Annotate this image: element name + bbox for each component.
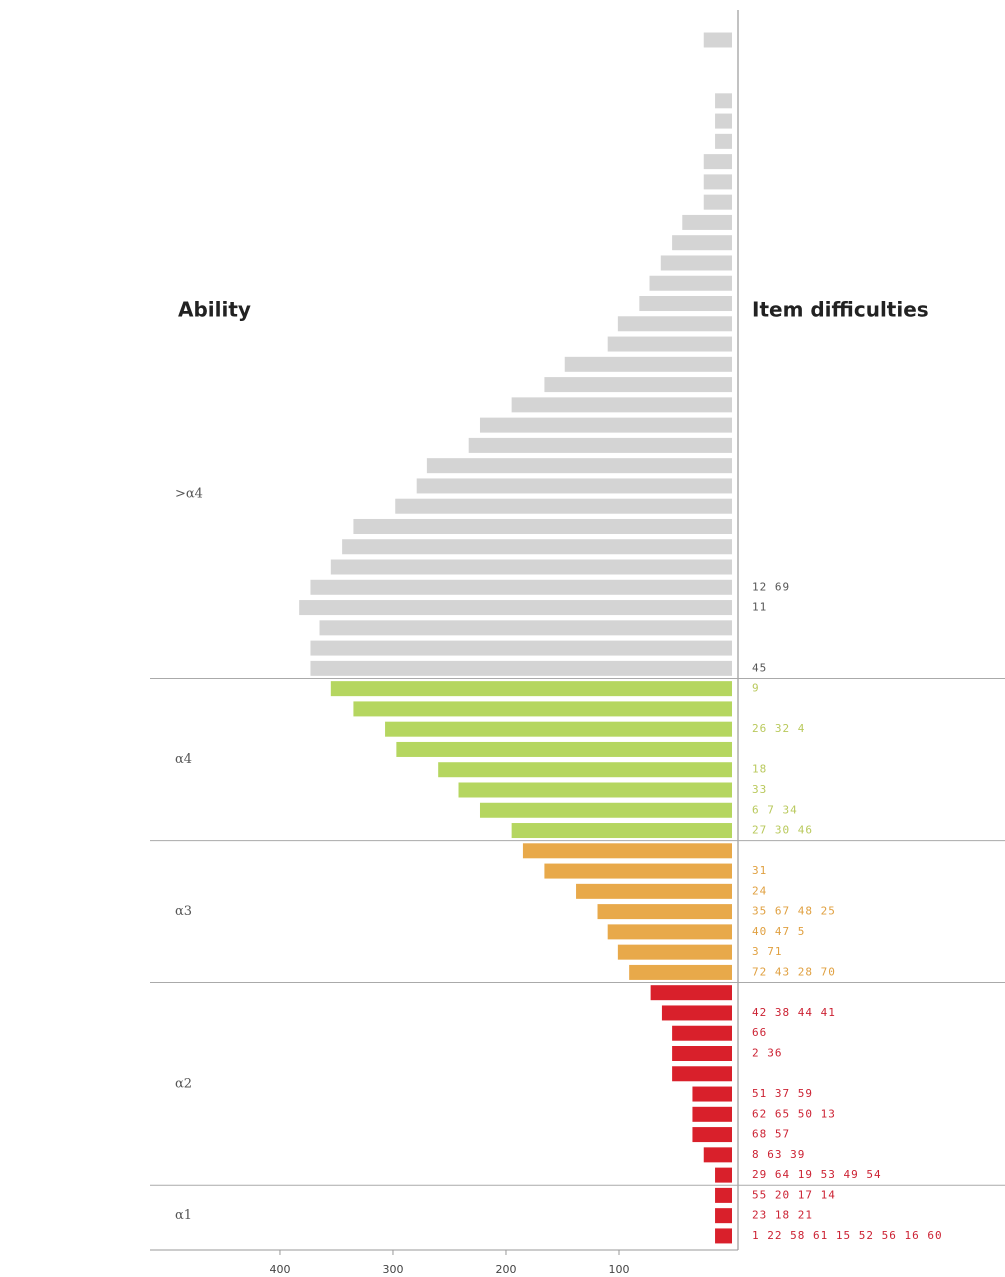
bar (715, 1228, 732, 1243)
bar (692, 1087, 732, 1102)
bar (544, 864, 732, 879)
bar (692, 1127, 732, 1142)
bar (672, 235, 732, 250)
bar (523, 843, 732, 858)
item-label: 26 32 4 (752, 722, 805, 735)
item-label: 9 (752, 682, 760, 695)
item-label: 27 30 46 (752, 824, 813, 837)
bar (331, 681, 732, 696)
item-label: 31 (752, 864, 767, 877)
bar (704, 174, 732, 189)
bar (544, 377, 732, 392)
bar (715, 114, 732, 129)
item-label: 23 18 21 (752, 1209, 813, 1222)
item-label: 6 7 34 (752, 803, 798, 816)
item-label: 42 38 44 41 (752, 1006, 836, 1019)
x-tick-label: 200 (495, 1263, 516, 1276)
bar (427, 458, 732, 473)
bar (565, 357, 732, 372)
bar (608, 924, 732, 939)
bar (715, 93, 732, 108)
bar (618, 316, 732, 331)
bar (417, 478, 732, 493)
bar (395, 499, 732, 514)
chart: Ability Item difficulties 100 200 300 400 12… (0, 0, 1005, 1277)
item-label: 24 (752, 884, 767, 897)
bar (396, 742, 732, 757)
bar (715, 134, 732, 149)
item-label: 51 37 59 (752, 1087, 813, 1100)
bar (672, 1046, 732, 1061)
bar (438, 762, 732, 777)
band-label: α2 (175, 1076, 192, 1091)
band-label: α4 (175, 752, 192, 767)
bar (480, 803, 732, 818)
band-label: α1 (175, 1208, 192, 1223)
bar (672, 1026, 732, 1041)
x-tick-label: 300 (382, 1263, 403, 1276)
bar (353, 701, 732, 716)
right-title: Item difficulties (752, 298, 929, 322)
item-label: 40 47 5 (752, 925, 805, 938)
bar (310, 641, 732, 656)
item-label: 55 20 17 14 (752, 1188, 836, 1201)
bar (618, 945, 732, 960)
bar (692, 1107, 732, 1122)
bar (598, 904, 732, 919)
bar (651, 985, 732, 1000)
x-tick-label: 100 (608, 1263, 629, 1276)
item-label: 11 (752, 601, 767, 614)
bar (512, 397, 732, 412)
bar (715, 1208, 732, 1223)
item-label: 1 22 58 61 15 52 56 16 60 (752, 1229, 943, 1242)
item-label: 45 (752, 661, 767, 674)
bar (299, 600, 732, 615)
item-label: 29 64 19 53 49 54 (752, 1168, 882, 1181)
band-label: >α4 (175, 487, 203, 502)
bar (662, 1005, 732, 1020)
left-title: Ability (178, 298, 251, 322)
bar (704, 33, 732, 48)
item-label: 68 57 (752, 1128, 790, 1141)
item-label: 72 43 28 70 (752, 965, 836, 978)
bar (320, 620, 732, 635)
bar (672, 1066, 732, 1081)
bar (480, 418, 732, 433)
bar (512, 823, 732, 838)
bar (661, 255, 732, 270)
item-label: 18 (752, 763, 767, 776)
bar (715, 1188, 732, 1203)
band-label: α3 (175, 904, 192, 919)
item-label: 2 36 (752, 1047, 783, 1060)
bar (682, 215, 732, 230)
bar (576, 884, 732, 899)
item-label: 62 65 50 13 (752, 1107, 836, 1120)
bar (310, 661, 732, 676)
item-label: 66 (752, 1026, 767, 1039)
bar (342, 539, 732, 554)
bar (331, 560, 732, 575)
x-tick-label: 400 (269, 1263, 290, 1276)
bar (608, 337, 732, 352)
bar (385, 722, 732, 737)
bar (704, 195, 732, 210)
item-label: 8 63 39 (752, 1148, 805, 1161)
bar (469, 438, 732, 453)
item-label: 33 (752, 783, 767, 796)
bar (629, 965, 732, 980)
bar (639, 296, 732, 311)
item-label: 35 67 48 25 (752, 905, 836, 918)
item-label: 3 71 (752, 945, 783, 958)
bar (353, 519, 732, 534)
bar (310, 580, 732, 595)
item-label: 12 69 (752, 580, 790, 593)
bar (715, 1168, 732, 1183)
bar (704, 154, 732, 169)
bar (704, 1147, 732, 1162)
bar (650, 276, 732, 291)
bar (459, 782, 732, 797)
